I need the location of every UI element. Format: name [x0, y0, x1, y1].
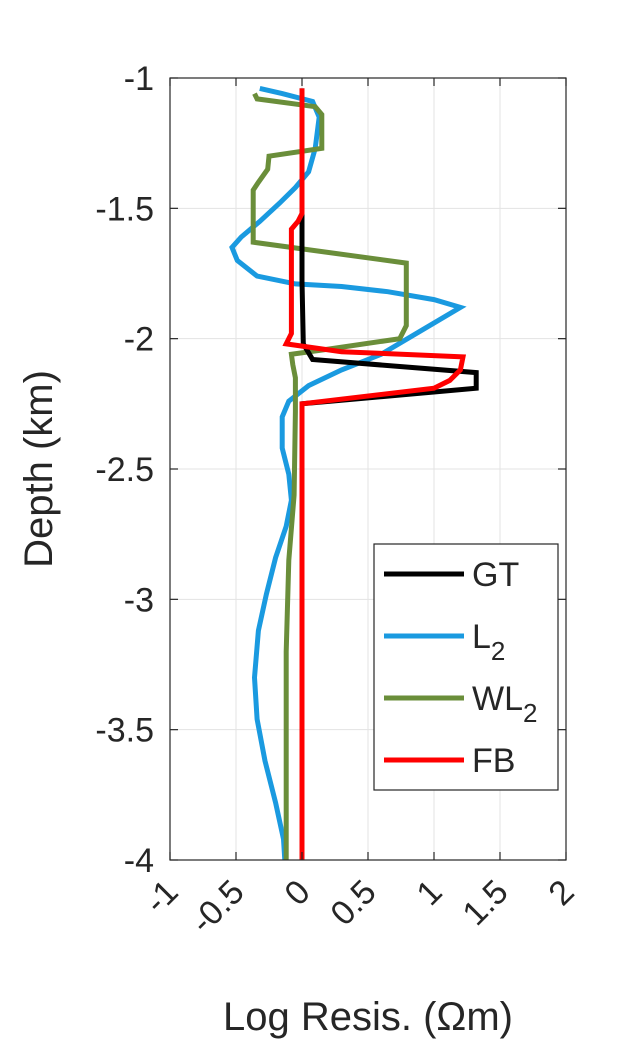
legend-label: WL2	[472, 680, 537, 728]
legend-box	[373, 543, 559, 791]
y-tick-label: -2	[124, 321, 154, 359]
x-tick-label: -0.5	[183, 873, 251, 941]
y-tick-label: -3	[124, 581, 154, 619]
y-axis-label: Depth (km)	[17, 370, 61, 568]
x-axis-label: Log Resis. (Ωm)	[223, 995, 513, 1039]
y-tick-label: -3.5	[95, 712, 154, 750]
legend-label: FB	[472, 742, 515, 780]
y-tick-label: -1	[124, 60, 154, 98]
x-tick-label: 1.5	[455, 873, 515, 933]
legend: GT L2 WL2 FB	[373, 543, 559, 791]
x-tick-label: 1	[409, 873, 449, 913]
series-line-fb	[282, 88, 467, 860]
x-tick-label: 0	[277, 873, 317, 913]
series-line-wl2	[250, 92, 409, 860]
x-tick-label: 2	[541, 873, 581, 913]
series-layer	[229, 85, 479, 861]
x-tick-label: -1	[137, 873, 185, 921]
legend-label: L2	[472, 618, 505, 666]
series-line-l2	[229, 85, 467, 861]
y-tick-label: -1.5	[95, 190, 154, 228]
legend-label: GT	[472, 556, 519, 594]
y-tick-label: -2.5	[95, 451, 154, 489]
y-tick-label: -4	[124, 842, 154, 880]
x-tick-label: 0.5	[323, 873, 383, 933]
